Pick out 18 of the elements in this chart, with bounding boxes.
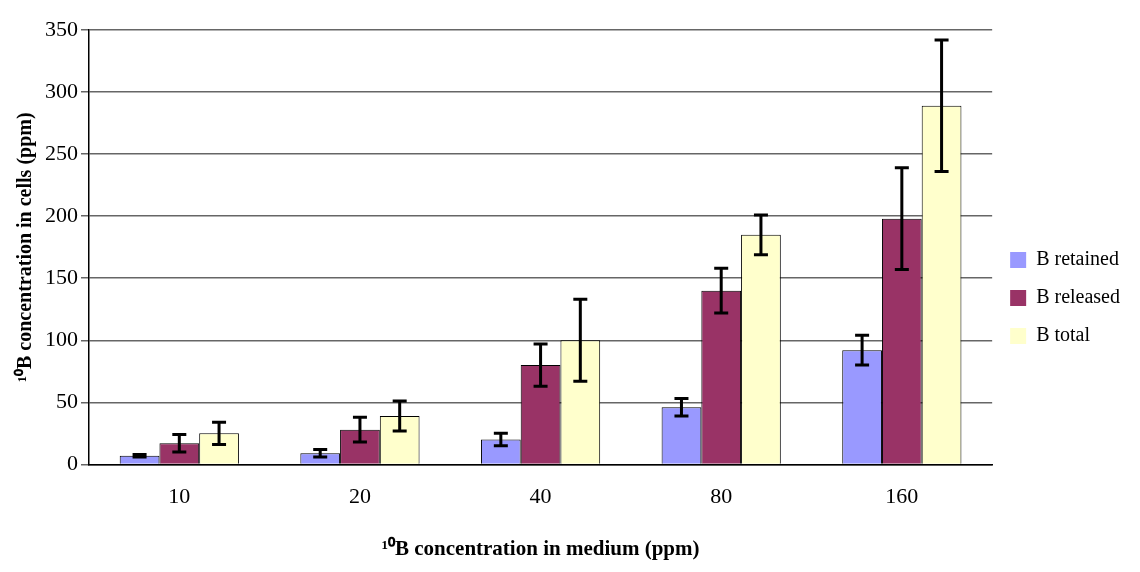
x-tick-label: 20 — [348, 483, 371, 509]
x-tick-label: 160 — [885, 483, 919, 509]
x-tick-label: 40 — [529, 483, 552, 509]
x-tick-label: 80 — [710, 483, 733, 509]
legend-label: B total — [1036, 323, 1091, 346]
x-tick-label: 10 — [168, 483, 191, 509]
y-tick-label: 250 — [45, 139, 78, 165]
y-axis-title: ¹⁰B concentration in cells (ppm) — [13, 112, 37, 383]
legend-label: B retained — [1036, 247, 1119, 270]
y-tick-label: 100 — [45, 326, 78, 352]
y-tick-label: 150 — [45, 264, 78, 290]
x-axis-title: ¹⁰B concentration in medium (ppm) — [381, 535, 700, 560]
y-tick-label: 200 — [45, 201, 78, 227]
y-tick-label: 350 — [45, 15, 78, 41]
y-tick-label: 0 — [67, 450, 78, 476]
y-tick-label: 50 — [56, 388, 78, 414]
y-tick-label: 300 — [45, 77, 78, 103]
legend-label: B released — [1036, 285, 1121, 308]
